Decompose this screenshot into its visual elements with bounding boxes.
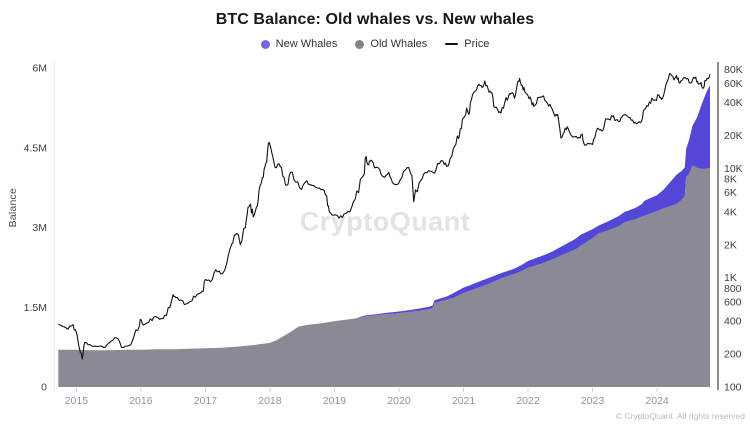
axis-tick-label: 800	[724, 283, 742, 295]
axis-tick-label: 600	[724, 296, 742, 308]
old-whales-dot-icon	[355, 39, 365, 49]
copyright-text: © CryptoQuant. All rights reserved	[615, 411, 745, 421]
legend-label-new-whales: New Whales	[275, 38, 338, 50]
axis-tick-label: 2015	[65, 395, 89, 407]
axis-tick-label: 20K	[724, 130, 743, 142]
legend-item-price[interactable]: Price	[445, 38, 489, 50]
legend-item-new-whales[interactable]: New Whales	[260, 38, 338, 50]
axis-tick-label: 6K	[724, 187, 737, 199]
new-whales-dot-icon	[260, 39, 270, 49]
axis-tick-label: 2023	[581, 395, 605, 407]
chart-legend: New Whales Old Whales Price	[0, 36, 750, 52]
axis-tick-label: 4K	[724, 206, 737, 218]
axis-tick-label: 40K	[724, 97, 743, 109]
axis-tick-label: 10K	[724, 163, 743, 175]
axis-tick-label: 2019	[323, 395, 347, 407]
axis-tick-label: 2021	[452, 395, 476, 407]
axis-tick-label: 2024	[645, 395, 669, 407]
legend-label-price: Price	[464, 38, 490, 50]
axis-tick-label: 2022	[516, 395, 540, 407]
axis-tick-label: 2017	[194, 395, 218, 407]
price-line[interactable]	[58, 72, 711, 360]
old-whales-area[interactable]	[58, 165, 711, 387]
axis-tick-label: 3M	[32, 222, 47, 234]
axis-tick-label: 1.5M	[24, 302, 47, 314]
axis-tick-label: 6M	[32, 63, 47, 75]
chart-title: BTC Balance: Old whales vs. New whales	[215, 11, 535, 28]
axis-tick-label: 4.5M	[24, 142, 47, 154]
price-line-swatch-icon	[445, 43, 459, 45]
axis-tick-label: 100	[724, 382, 742, 394]
axis-tick-label: 200	[724, 349, 742, 361]
axis-tick-label: 1K	[724, 272, 737, 284]
axis-tick-label: 80K	[724, 64, 743, 76]
legend-label-old-whales: Old Whales	[370, 38, 428, 50]
axis-tick-label: 0	[41, 382, 47, 394]
axis-tick-label: 8K	[724, 173, 737, 185]
axis-tick-label: 2020	[387, 395, 411, 407]
axis-tick-label: 60K	[724, 78, 743, 90]
axis-tick-label: 2016	[129, 395, 153, 407]
cryptoquant-watermark: CryptoQuant	[299, 206, 471, 237]
axis-tick-label: 2018	[258, 395, 282, 407]
legend-item-old-whales[interactable]: Old Whales	[355, 38, 427, 50]
axis-tick-label: 400	[724, 316, 742, 328]
axis-tick-label: 2K	[724, 239, 737, 251]
